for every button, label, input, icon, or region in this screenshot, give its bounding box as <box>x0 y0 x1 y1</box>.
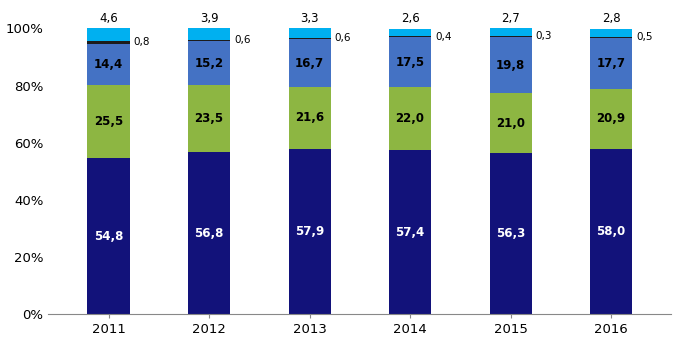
Bar <box>489 154 531 314</box>
Bar <box>389 36 431 37</box>
Bar <box>87 28 130 41</box>
Bar <box>489 93 531 154</box>
Text: 3,3: 3,3 <box>301 12 319 25</box>
Bar <box>288 28 331 38</box>
Text: 58,0: 58,0 <box>596 225 626 238</box>
Text: 2,6: 2,6 <box>401 12 420 25</box>
Text: 25,5: 25,5 <box>94 115 123 128</box>
Bar <box>590 148 632 314</box>
Text: 21,0: 21,0 <box>496 117 525 130</box>
Bar <box>489 28 531 36</box>
Bar <box>288 38 331 39</box>
Text: 0,4: 0,4 <box>435 32 452 42</box>
Text: 17,5: 17,5 <box>395 56 424 69</box>
Bar <box>590 38 632 89</box>
Bar <box>188 152 230 314</box>
Bar <box>188 28 230 40</box>
Bar <box>87 85 130 158</box>
Text: 57,9: 57,9 <box>295 225 324 238</box>
Bar <box>590 37 632 38</box>
Text: 56,3: 56,3 <box>496 227 525 240</box>
Text: 17,7: 17,7 <box>596 57 626 70</box>
Bar <box>389 87 431 150</box>
Bar <box>288 87 331 149</box>
Text: 14,4: 14,4 <box>94 58 123 71</box>
Text: 2,7: 2,7 <box>501 12 520 25</box>
Bar <box>87 41 130 43</box>
Bar <box>188 85 230 152</box>
Bar <box>188 41 230 85</box>
Text: 0,3: 0,3 <box>536 31 552 41</box>
Bar <box>87 158 130 314</box>
Text: 0,5: 0,5 <box>636 32 653 42</box>
Text: 20,9: 20,9 <box>596 112 626 125</box>
Bar <box>389 29 431 36</box>
Text: 56,8: 56,8 <box>194 227 224 240</box>
Bar <box>87 43 130 85</box>
Text: 19,8: 19,8 <box>496 58 525 71</box>
Text: 21,6: 21,6 <box>295 111 324 124</box>
Text: 0,6: 0,6 <box>234 36 250 45</box>
Bar <box>489 37 531 93</box>
Bar <box>389 37 431 87</box>
Text: 0,6: 0,6 <box>334 34 351 43</box>
Text: 15,2: 15,2 <box>194 56 223 69</box>
Text: 3,9: 3,9 <box>200 12 219 25</box>
Bar <box>590 89 632 148</box>
Text: 2,8: 2,8 <box>602 12 620 25</box>
Text: 54,8: 54,8 <box>94 229 123 242</box>
Bar <box>590 29 632 37</box>
Bar <box>288 39 331 87</box>
Bar <box>188 40 230 41</box>
Text: 57,4: 57,4 <box>395 226 424 239</box>
Text: 16,7: 16,7 <box>295 57 324 70</box>
Bar <box>288 149 331 314</box>
Text: 4,6: 4,6 <box>100 12 118 25</box>
Text: 23,5: 23,5 <box>194 112 223 125</box>
Bar <box>489 36 531 37</box>
Bar <box>389 150 431 314</box>
Text: 22,0: 22,0 <box>395 112 424 125</box>
Text: 0,8: 0,8 <box>134 37 150 48</box>
